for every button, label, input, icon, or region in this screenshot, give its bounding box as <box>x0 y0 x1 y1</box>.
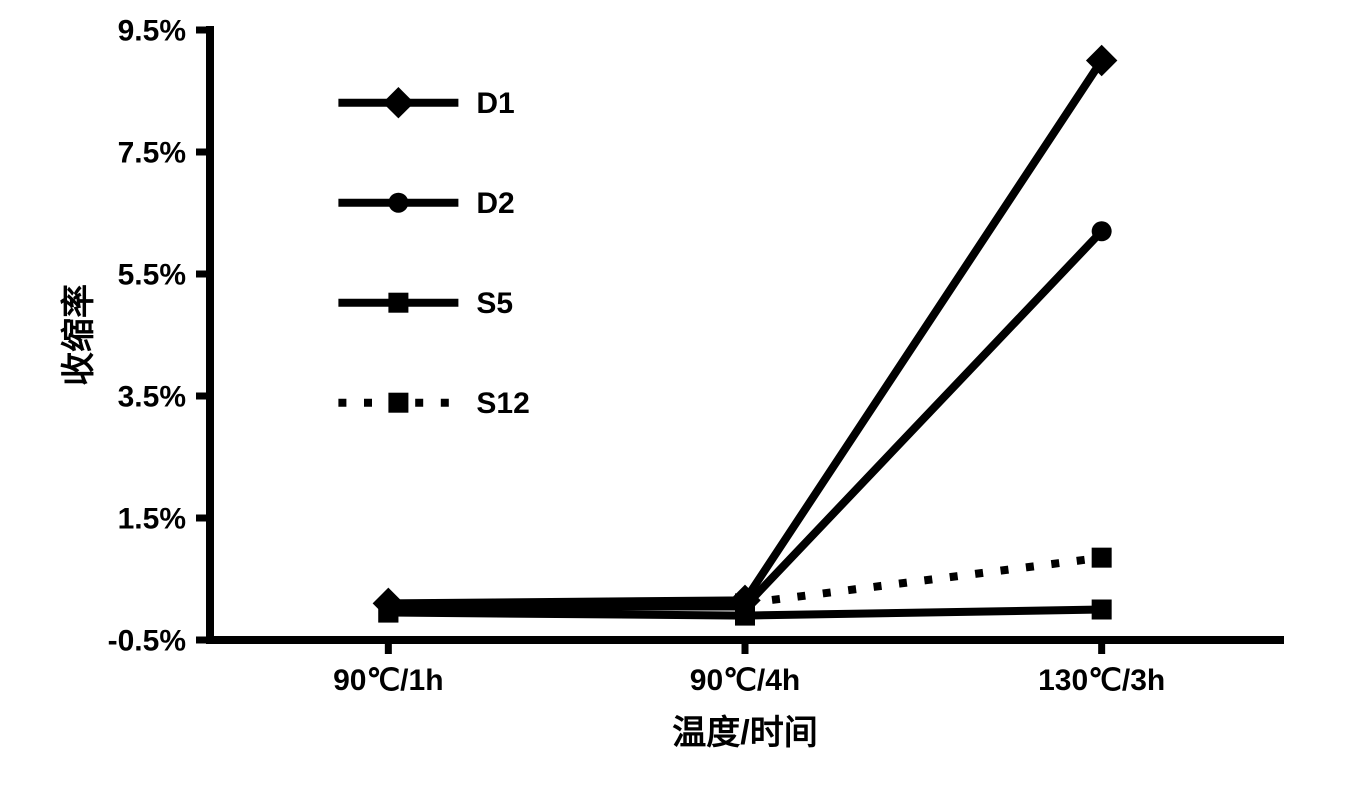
x-tick-label: 90℃/1h <box>333 664 443 697</box>
y-tick-label: 9.5% <box>118 15 186 48</box>
x-tick-label: 90℃/4h <box>690 664 800 697</box>
legend-label-D1: D1 <box>476 87 514 120</box>
y-axis-label: 收缩率 <box>60 284 98 386</box>
legend-label-S12: S12 <box>476 387 529 420</box>
y-tick-label: 5.5% <box>118 259 186 292</box>
y-tick-label: 1.5% <box>118 503 186 536</box>
line-chart: -0.5% 1.5% 3.5% 5.5% 7.5% 9.5% 90℃/1h 90℃/4h 130… <box>40 0 1320 780</box>
chart-svg: -0.5% 1.5% 3.5% 5.5% 7.5% 9.5% 90℃/1h 90℃/4h 130… <box>40 0 1320 780</box>
y-tick-label: 7.5% <box>118 137 186 170</box>
x-axis-label: 温度/时间 <box>672 714 817 752</box>
y-tick-label: -0.5% <box>108 625 186 658</box>
legend-label-S5: S5 <box>476 287 513 320</box>
y-tick-label: 3.5% <box>118 381 186 414</box>
legend-label-D2: D2 <box>476 187 514 220</box>
x-tick-label: 130℃/3h <box>1038 664 1165 697</box>
